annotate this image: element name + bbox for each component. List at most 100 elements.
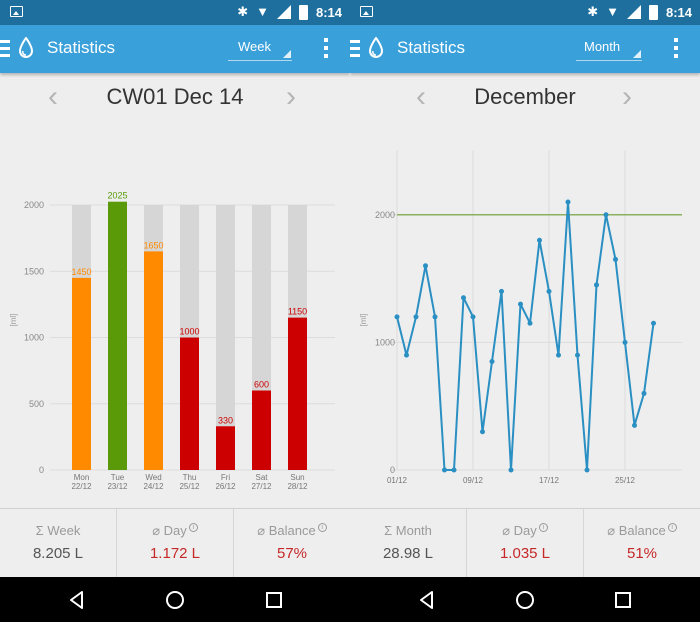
y-tick-label: 0	[390, 465, 395, 475]
home-icon[interactable]	[164, 589, 186, 611]
bar	[252, 390, 271, 470]
summary-value: 57%	[276, 545, 308, 562]
info-icon[interactable]: i	[188, 523, 198, 532]
summary-label: ⌀ Balance	[607, 523, 666, 538]
data-point	[603, 212, 609, 218]
month-summary: Σ Month 28.98 L ⌀ Day i 1.035 L ⌀ Balance…	[350, 508, 700, 577]
info-icon[interactable]: i	[538, 523, 548, 532]
data-point	[470, 314, 476, 320]
battery-icon	[298, 4, 308, 20]
y-tick-label: 2000	[375, 210, 395, 220]
app-bar: Statistics Month	[350, 25, 700, 73]
y-tick-label: 0	[39, 465, 44, 475]
x-tick-date: 23/12	[107, 482, 128, 491]
data-point	[451, 467, 457, 473]
summary-value: 28.98 L	[382, 545, 434, 562]
data-point	[594, 282, 599, 288]
data-point	[394, 314, 400, 320]
y-axis-label: [ml]	[9, 314, 18, 327]
period-select[interactable]: Month	[576, 39, 642, 61]
screens: ✱ ▼ 8:14 Statistics Week ‹ CW01 Dec 14	[0, 0, 700, 577]
period-navigation: ‹ December ›	[350, 78, 700, 118]
goal-bar	[216, 205, 235, 470]
data-point	[546, 288, 552, 294]
bar-value-label: 1000	[179, 327, 199, 337]
x-tick-day: Thu	[183, 473, 197, 482]
bar-value-label: 600	[254, 380, 269, 390]
summary-value: 8.205 L	[32, 545, 84, 562]
summary-day-average[interactable]: ⌀ Day i 1.172 L	[116, 509, 233, 577]
app-title: Statistics	[47, 38, 116, 57]
bar	[216, 426, 235, 470]
battery-icon	[648, 4, 658, 20]
water-drop-icon[interactable]	[369, 37, 383, 59]
data-point	[565, 199, 571, 205]
water-drop-icon[interactable]	[19, 37, 33, 59]
monthly-line-chart: 0 1000 2000 [ml] 01/12 09/12 17/12 25/12	[359, 150, 682, 485]
system-navigation-bar	[0, 577, 700, 622]
data-point	[480, 429, 485, 435]
signal-icon	[276, 5, 291, 19]
app-title: Statistics	[397, 38, 466, 57]
data-point	[613, 256, 618, 262]
menu-icon[interactable]	[350, 40, 362, 57]
next-period-button[interactable]: ›	[286, 80, 296, 113]
period-navigation: ‹ CW01 Dec 14 ›	[0, 78, 350, 118]
overflow-menu-icon[interactable]	[324, 38, 328, 58]
info-icon[interactable]: i	[317, 523, 327, 532]
x-tick-day: Wed	[145, 473, 161, 482]
x-tick-day: Mon	[74, 473, 90, 482]
data-point	[508, 467, 514, 473]
data-point	[641, 390, 647, 396]
x-tick-date: 27/12	[251, 482, 272, 491]
data-point	[584, 467, 590, 473]
data-point	[556, 352, 561, 358]
y-tick-label: 2000	[24, 200, 44, 210]
bar-value-label: 2025	[107, 191, 127, 201]
data-point	[537, 237, 542, 243]
status-bar: ✱ ▼ 8:14	[350, 0, 700, 25]
data-point	[404, 352, 409, 358]
summary-label-wrap: ⌀ Day i	[117, 523, 233, 539]
week-summary: Σ Week 8.205 L ⌀ Day i 1.172 L ⌀ Balance i…	[0, 508, 350, 577]
recents-icon[interactable]	[612, 589, 634, 611]
period-select-value: Month	[584, 39, 621, 54]
period-select[interactable]: Week	[228, 39, 292, 61]
x-tick-date: 26/12	[215, 482, 236, 491]
y-axis-label: [ml]	[359, 314, 368, 327]
previous-period-button[interactable]: ‹	[48, 80, 58, 113]
summary-total: Σ Month 28.98 L	[350, 509, 466, 577]
data-point	[423, 263, 428, 269]
period-select-value: Week	[238, 39, 271, 54]
month-screen: ✱ ▼ 8:14 Statistics Month ‹ December ›	[350, 0, 700, 577]
data-point	[489, 359, 495, 365]
info-icon[interactable]: i	[667, 523, 677, 532]
bar-value-label: 1650	[143, 240, 163, 250]
y-tick-label: 1500	[24, 266, 44, 276]
summary-value: 1.035 L	[499, 545, 551, 562]
summary-day-average[interactable]: ⌀ Day i 1.035 L	[466, 509, 583, 577]
next-period-button[interactable]: ›	[622, 80, 632, 113]
wifi-icon: ▼	[256, 4, 269, 19]
back-icon[interactable]	[66, 589, 88, 611]
data-point	[575, 352, 580, 358]
recents-icon[interactable]	[263, 589, 285, 611]
home-icon[interactable]	[514, 589, 536, 611]
previous-period-button[interactable]: ‹	[416, 80, 426, 113]
summary-balance[interactable]: ⌀ Balance i 57%	[233, 509, 350, 577]
x-tick-label: 01/12	[387, 476, 408, 485]
bar	[144, 251, 163, 470]
bar-value-label: 1450	[71, 267, 91, 277]
series-line	[396, 201, 655, 471]
bar-value-label: 1150	[288, 307, 307, 317]
x-tick-label: 17/12	[539, 476, 560, 485]
x-tick-label: 09/12	[463, 476, 484, 485]
back-icon[interactable]	[416, 589, 438, 611]
overflow-menu-icon[interactable]	[674, 38, 678, 58]
menu-icon[interactable]	[0, 40, 12, 57]
x-tick-day: Tue	[111, 473, 125, 482]
period-label: CW01 Dec 14	[106, 84, 244, 109]
summary-balance[interactable]: ⌀ Balance i 51%	[583, 509, 700, 577]
x-tick-day: Sat	[255, 473, 268, 482]
summary-total: Σ Week 8.205 L	[0, 509, 116, 577]
